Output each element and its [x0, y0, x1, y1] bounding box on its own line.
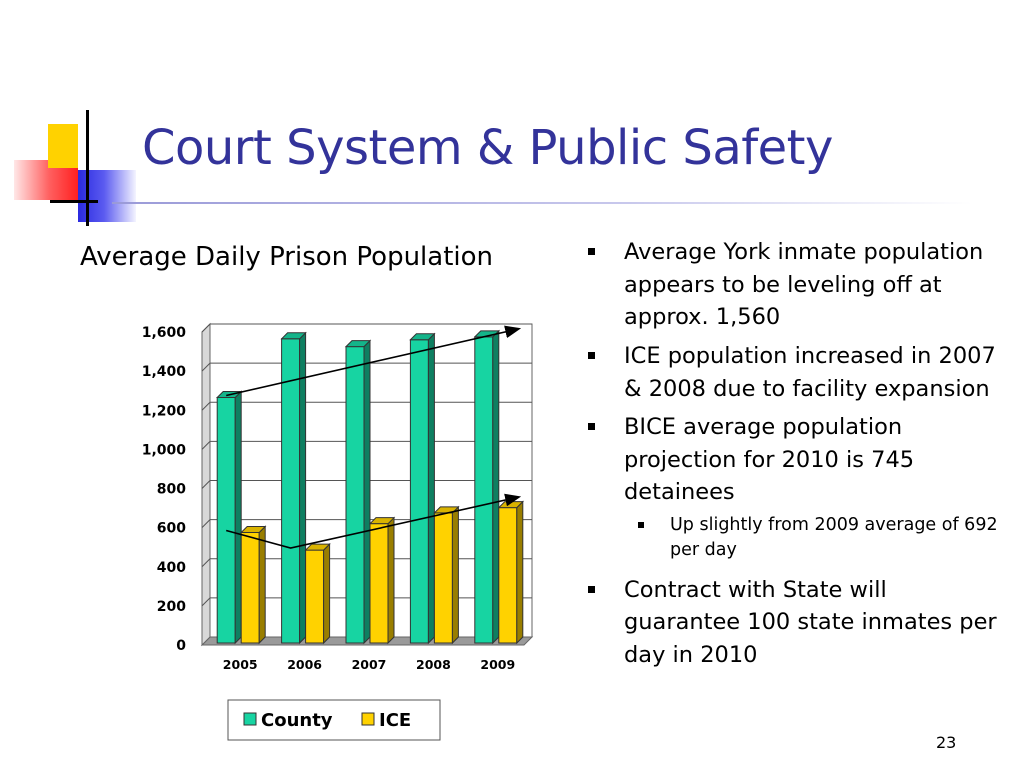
- bar-ice-2007: [368, 516, 396, 645]
- y-gridline-side: [201, 441, 211, 450]
- y-gridline-side: [201, 597, 211, 607]
- y-gridline-side: [201, 362, 211, 372]
- legend-label-county: County: [261, 710, 333, 731]
- y-gridline-side: [201, 558, 211, 568]
- x-tick-label: 2008: [416, 657, 451, 672]
- bar-ice-2008: [433, 505, 460, 645]
- y-tick-label: 200: [157, 599, 186, 615]
- logo-horizontal-line: [50, 200, 98, 203]
- bar-ice-2006: [304, 542, 331, 645]
- bar-county-2008: [409, 332, 436, 645]
- y-gridline-side: [201, 401, 211, 411]
- square-bullet-icon: [638, 522, 644, 528]
- logo-yellow-block: [48, 124, 78, 168]
- y-tick-label: 600: [157, 521, 186, 537]
- square-bullet-icon: [588, 423, 595, 431]
- y-tick-label: 1,000: [142, 442, 187, 458]
- x-tick-label: 2009: [480, 657, 515, 672]
- y-tick-label: 1,400: [142, 364, 187, 380]
- logo-vertical-line: [86, 110, 89, 226]
- y-tick-label: 400: [157, 560, 186, 576]
- trend-arrow-ice: [225, 493, 522, 549]
- legend-swatch-ice: [361, 712, 375, 726]
- page-number: 23: [936, 733, 957, 752]
- x-tick-label: 2007: [352, 657, 387, 672]
- square-bullet-icon: [588, 248, 595, 255]
- bar-ice-2009: [497, 500, 525, 645]
- prison-population-chart: 0 200 400 600 800 1,000 1,200 1,400 1,600 2005 200…: [142, 322, 534, 741]
- title-underline: [112, 202, 972, 204]
- sub-bullet-item: Up slightly from 2009 average of 692 per…: [588, 513, 998, 564]
- y-gridline-side: [201, 480, 211, 489]
- bullet-item: Contract with State will guarantee 100 s…: [588, 574, 998, 672]
- bullet-text: ICE population increased in 2007 & 2008 …: [624, 342, 996, 402]
- y-tick-label: 1,200: [142, 403, 187, 419]
- bar-county-2009: [473, 329, 501, 645]
- slide-title: Court System & Public Safety: [142, 120, 833, 176]
- legend-swatch-county: [243, 712, 257, 726]
- bullet-text: Up slightly from 2009 average of 692 per…: [670, 515, 998, 561]
- y-gridline-side: [201, 323, 211, 333]
- chart-title: Average Daily Prison Population: [80, 242, 494, 272]
- bullet-item: ICE population increased in 2007 & 2008 …: [588, 340, 998, 405]
- y-tick-label: 0: [176, 638, 186, 654]
- y-tick-label: 1,600: [142, 325, 187, 341]
- y-gridline-side: [201, 519, 211, 528]
- bullet-item: BICE average population projection for 2…: [588, 411, 998, 509]
- bar-county-2007: [344, 339, 372, 645]
- bullet-text: Contract with State will guarantee 100 s…: [624, 576, 997, 668]
- square-bullet-icon: [588, 351, 595, 359]
- trend-arrow-county: [226, 325, 522, 397]
- legend-label-ice: ICE: [379, 710, 411, 731]
- bullet-list: Average York inmate population appears t…: [588, 236, 998, 678]
- bar-county-2006: [280, 331, 307, 645]
- x-tick-label: 2006: [287, 657, 322, 672]
- bullet-text: BICE average population projection for 2…: [624, 414, 915, 506]
- x-tick-label: 2005: [223, 657, 258, 672]
- chart-legend: [227, 699, 441, 741]
- bullet-text: Average York inmate population appears t…: [624, 239, 984, 331]
- y-tick-label: 800: [157, 482, 186, 498]
- bar-county-2005: [215, 390, 243, 645]
- bar-ice-2005: [239, 525, 267, 645]
- square-bullet-icon: [588, 585, 595, 593]
- bullet-item: Average York inmate population appears t…: [588, 236, 998, 334]
